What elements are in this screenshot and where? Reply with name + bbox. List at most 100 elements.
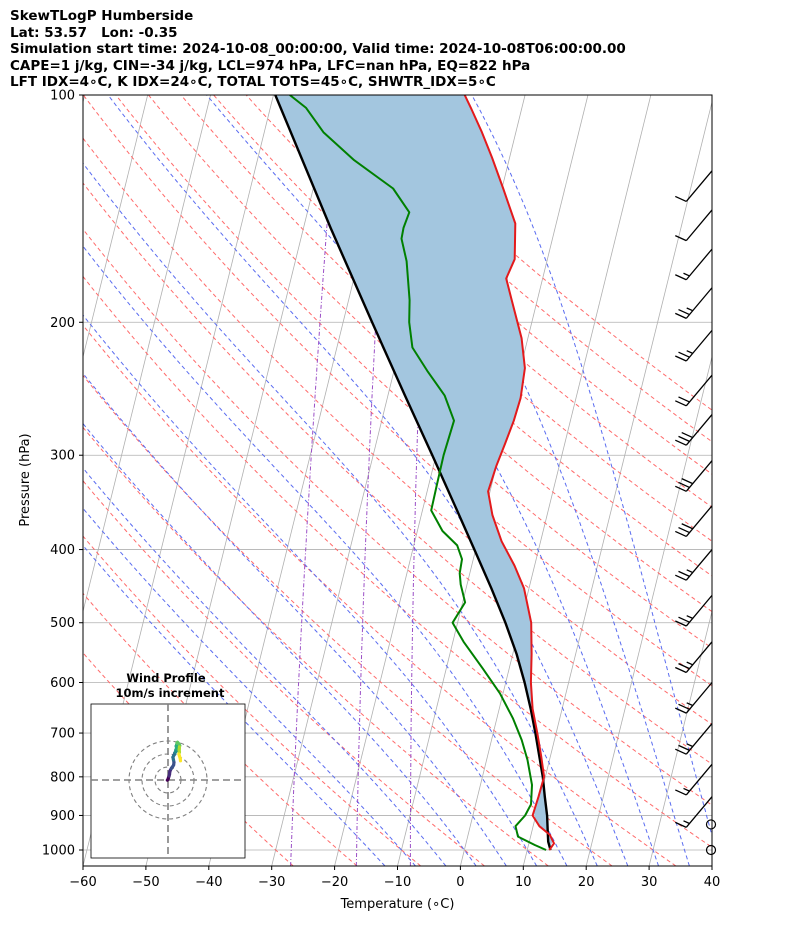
- barb-flag: [675, 821, 687, 828]
- barb-flag: [675, 748, 687, 755]
- x-tick-label: −50: [132, 875, 159, 890]
- x-tick-label: −40: [195, 875, 222, 890]
- chart-title-block: SkewTLogP Humberside Lat: 53.57 Lon: -0.…: [10, 8, 626, 91]
- moist-adiabat: [83, 162, 598, 866]
- barb-shaft: [685, 549, 713, 581]
- barb-half-flag: [683, 820, 690, 825]
- calm-circle: [705, 819, 717, 830]
- barb-flag: [678, 308, 690, 316]
- barb-flag: [675, 789, 687, 796]
- wind-barb: [675, 594, 713, 627]
- dry-adiabat: [115, 95, 712, 649]
- mixing-ratio-line: [290, 95, 338, 866]
- barb-half-flag: [686, 661, 693, 666]
- wind-barb: [675, 248, 713, 281]
- hodograph-inset: Wind Profile 10m/s increment: [90, 671, 246, 859]
- x-tick-label: 30: [641, 875, 658, 890]
- barb-flag: [675, 485, 687, 492]
- wind-barb: [675, 414, 713, 446]
- y-tick-label: 300: [50, 449, 75, 464]
- barb-half-flag: [686, 307, 693, 312]
- barb-flag: [675, 235, 687, 242]
- moist-adiabat: [83, 544, 386, 866]
- x-tick-label: −30: [258, 875, 285, 890]
- wind-barb: [675, 763, 713, 796]
- wind-barb: [675, 549, 713, 581]
- barb-flag: [678, 526, 690, 534]
- y-tick-label: 600: [50, 676, 75, 691]
- x-tick-label: 40: [704, 875, 721, 890]
- barb-flag: [675, 439, 687, 446]
- barb-shaft: [685, 460, 713, 492]
- parcel-profile-line: [274, 95, 552, 851]
- moist-adiabat: [335, 95, 690, 866]
- x-axis-label: Temperature (∘C): [340, 897, 455, 912]
- y-tick-label: 200: [50, 316, 75, 331]
- isotherm: [648, 609, 712, 866]
- wind-barb: [675, 329, 713, 362]
- barb-flag: [675, 400, 687, 407]
- wind-barb: [675, 170, 713, 203]
- y-tick-label: 900: [50, 809, 75, 824]
- barb-flag: [675, 530, 687, 538]
- dry-adiabat: [83, 480, 485, 866]
- barb-flag: [675, 620, 687, 627]
- wind-barb: [675, 641, 713, 674]
- y-tick-label: 800: [50, 770, 75, 785]
- barb-shaft: [685, 374, 713, 407]
- isotherm: [83, 95, 149, 359]
- moist-adiabat: [83, 422, 477, 866]
- barb-half-flag: [686, 350, 693, 354]
- axis-ticks: −60 −50 −40 −30 −20 −10 0 10 20 30 40 100 200 300 400 5…: [42, 89, 720, 891]
- x-tick-label: −20: [321, 875, 348, 890]
- wind-barb: [675, 209, 713, 242]
- isotherm: [522, 100, 712, 866]
- moist-adiabat: [471, 95, 712, 838]
- wind-barb: [675, 460, 713, 492]
- barb-half-flag: [683, 272, 690, 277]
- barb-flag: [675, 312, 687, 319]
- wind-barb: [705, 819, 717, 830]
- y-tick-label: 500: [50, 616, 75, 631]
- y-tick-label: 700: [50, 727, 75, 742]
- dry-adiabat: [83, 324, 677, 866]
- barb-shaft: [685, 763, 713, 796]
- cape-shading: [275, 95, 553, 850]
- barb-shaft: [685, 248, 713, 281]
- temperature-line: [463, 95, 555, 851]
- barb-flag: [675, 707, 687, 714]
- dry-adiabat: [83, 182, 712, 765]
- barb-shaft: [685, 287, 713, 319]
- barb-shaft: [685, 170, 713, 202]
- barb-shaft: [685, 641, 713, 673]
- barb-flag: [675, 666, 687, 674]
- x-tick-label: 20: [578, 875, 595, 890]
- barb-shaft: [685, 796, 713, 828]
- hodograph-subtitle: 10m/s increment: [116, 686, 225, 700]
- y-tick-label: 1000: [42, 844, 75, 859]
- barb-half-flag: [686, 702, 693, 707]
- isotherm: [460, 95, 652, 866]
- x-tick-label: 10: [515, 875, 532, 890]
- dry-adiabat: [148, 95, 712, 613]
- moist-adiabat: [83, 467, 447, 866]
- barb-shaft: [685, 209, 713, 242]
- barb-flag: [678, 663, 690, 670]
- barb-flag: [678, 703, 690, 710]
- wind-barb: [675, 682, 713, 714]
- title-location: Lat: 53.57 Lon: -0.35: [10, 24, 178, 41]
- barb-shaft: [685, 723, 713, 755]
- y-tick-label: 400: [50, 543, 75, 558]
- dry-adiabat: [83, 374, 613, 866]
- barb-shaft: [685, 414, 713, 446]
- x-tick-label: −10: [384, 875, 411, 890]
- barb-flag: [681, 431, 693, 439]
- isotherm: [585, 355, 712, 866]
- dry-adiabat: [83, 95, 712, 687]
- x-tick-label: 0: [456, 875, 464, 890]
- barb-shaft: [685, 594, 713, 627]
- x-tick-label: −60: [69, 875, 96, 890]
- title-indices-2: LFT IDX=4∘C, K IDX=24∘C, TOTAL TOTS=45∘C…: [10, 74, 496, 91]
- wind-barb: [675, 287, 713, 319]
